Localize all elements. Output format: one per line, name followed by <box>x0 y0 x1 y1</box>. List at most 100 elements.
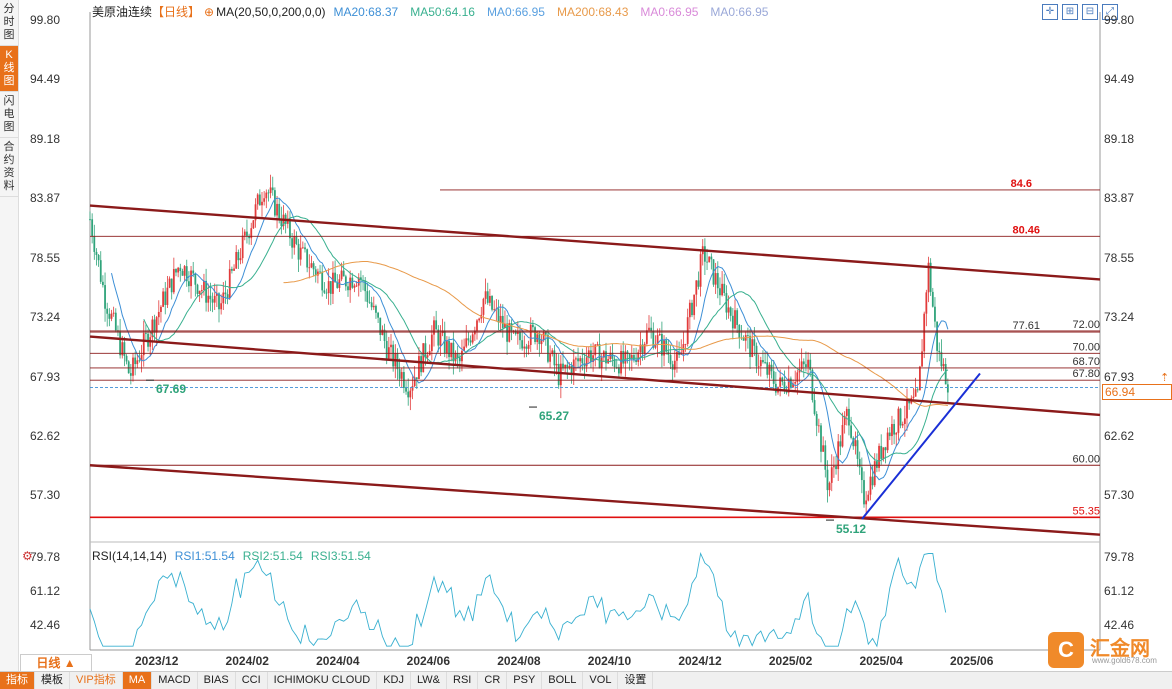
candle-body <box>97 255 100 261</box>
candle-body <box>532 324 534 328</box>
candle-body <box>669 354 672 365</box>
candle-body <box>390 344 392 348</box>
candle-body <box>529 324 532 345</box>
candle-body <box>164 291 167 305</box>
y-tick-label-right: 62.62 <box>1104 428 1135 443</box>
candle-body <box>278 203 281 220</box>
sidebar-tab-2[interactable]: 闪电图 <box>0 92 18 138</box>
candle-body <box>106 308 109 314</box>
candle-body <box>536 334 539 342</box>
candle-body <box>360 277 362 280</box>
candle-body <box>757 366 760 367</box>
indicator-tab[interactable]: PSY <box>507 672 543 689</box>
candle-body <box>151 319 154 338</box>
candle-body <box>284 214 287 224</box>
period-tag[interactable]: 【日线】 <box>152 5 201 19</box>
candle-body <box>134 357 137 365</box>
ma-legend-item: MA20:68.37 <box>333 5 399 19</box>
candle-body <box>568 366 571 368</box>
candle-body <box>448 340 450 358</box>
candle-body <box>495 308 498 310</box>
candle-body <box>486 291 489 303</box>
candle-body <box>622 351 625 364</box>
candle-body <box>925 292 928 314</box>
candle-body <box>183 266 186 276</box>
candle-body <box>684 343 687 345</box>
candle-body <box>308 267 311 269</box>
candle-body <box>755 345 758 367</box>
sidebar-tab-1[interactable]: K线图 <box>0 46 18 92</box>
indicator-tab[interactable]: MA <box>122 672 153 689</box>
candle-body <box>162 291 164 307</box>
y-tick-label-right: 89.18 <box>1104 131 1135 146</box>
candle-body <box>751 339 754 357</box>
candle-body <box>714 273 717 285</box>
fullscreen-icon[interactable]: ⤢ <box>1102 4 1118 20</box>
candle-body <box>654 344 657 348</box>
candle-body <box>190 270 192 287</box>
candle-body <box>547 334 549 362</box>
ma-setting[interactable]: MA(20,50,0,200,0,0) <box>216 5 326 19</box>
candle-body <box>452 342 455 362</box>
indicator-tab[interactable]: BOLL <box>542 672 584 689</box>
candle-body <box>843 415 846 426</box>
candle-body <box>319 271 321 273</box>
sidebar-tab-0[interactable]: 分时图 <box>0 0 18 46</box>
period-select-button[interactable]: 日线 ▲ <box>20 654 92 672</box>
candle-body <box>407 391 410 398</box>
level-label: 68.70 <box>1072 356 1100 368</box>
indicator-tab[interactable]: 设置 <box>618 672 654 689</box>
candle-body <box>147 333 149 347</box>
candle-body <box>114 312 117 331</box>
indicator-tab[interactable]: CCI <box>236 672 268 689</box>
zoom-in-icon[interactable]: ⊞ <box>1062 4 1078 20</box>
indicator-tab[interactable]: 模板 <box>35 672 70 689</box>
candle-body <box>736 310 739 325</box>
candle-body <box>293 236 296 248</box>
candle-body <box>871 476 874 486</box>
candle-body <box>276 203 278 216</box>
y-tick-label-left: 78.55 <box>30 250 61 265</box>
indicator-tab[interactable]: CR <box>478 672 508 689</box>
candle-body <box>269 187 272 194</box>
ma200-line <box>283 261 949 407</box>
candle-body <box>385 340 388 359</box>
level-label: 70.00 <box>1072 341 1100 353</box>
indicator-tab[interactable]: RSI <box>447 672 479 689</box>
candle-body <box>807 359 809 368</box>
indicator-tab[interactable]: VIP指标 <box>70 672 123 689</box>
indicator-tab[interactable]: VOL <box>583 672 619 689</box>
indicator-tab[interactable]: MACD <box>152 672 198 689</box>
candle-body <box>102 281 104 286</box>
candle-body <box>129 373 132 376</box>
candle-body <box>123 342 126 356</box>
settings-icon[interactable]: ⊕ <box>204 5 215 19</box>
indicator-tab[interactable]: KDJ <box>377 672 411 689</box>
candle-body <box>824 445 827 470</box>
candle-body <box>274 190 276 216</box>
y-tick-label-left: 94.49 <box>30 72 61 87</box>
indicator-tab[interactable]: 指标 <box>0 672 35 689</box>
candle-body <box>258 194 261 206</box>
crosshair-icon[interactable]: ✛ <box>1042 4 1058 20</box>
candle-body <box>869 476 872 495</box>
candle-body <box>467 338 470 341</box>
rsi-settings-icon[interactable]: ⚙ <box>22 549 33 563</box>
candle-body <box>611 352 614 359</box>
candle-body <box>516 331 519 335</box>
zoom-out-icon[interactable]: ⊟ <box>1082 4 1098 20</box>
candle-body <box>334 272 336 283</box>
candle-body <box>719 288 721 296</box>
candle-body <box>239 258 242 261</box>
candle-body <box>248 235 250 239</box>
indicator-tab[interactable]: BIAS <box>198 672 236 689</box>
candle-body <box>145 333 147 334</box>
sidebar-tab-3[interactable]: 合约资料 <box>0 138 18 197</box>
candle-body <box>289 218 291 239</box>
candle-body <box>908 398 911 404</box>
candle-body <box>418 356 420 380</box>
indicator-tab[interactable]: ICHIMOKU CLOUD <box>268 672 378 689</box>
candle-body <box>901 423 904 426</box>
indicator-tab[interactable]: LW& <box>411 672 448 689</box>
